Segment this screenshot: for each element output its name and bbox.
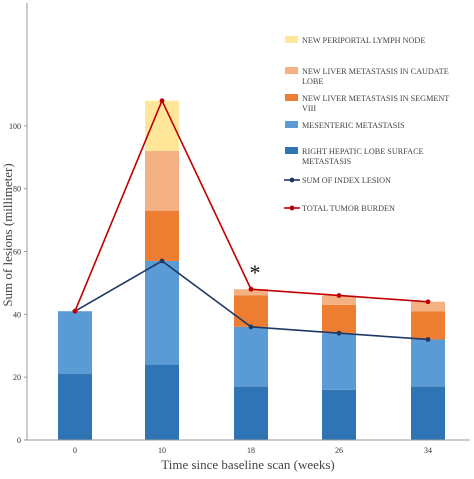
series-point (336, 293, 342, 298)
x-tick-label: 34 (424, 446, 432, 455)
legend-marker (289, 177, 295, 183)
series-point (336, 330, 342, 336)
y-axis-title: Sum of lesions (millimeter) (0, 163, 15, 306)
legend-label: MESENTERIC METASTASIS (302, 121, 405, 130)
series-point (72, 308, 78, 314)
bar-segment (145, 260, 179, 365)
bars-layer (58, 100, 445, 440)
legend-label-line: MESENTERIC METASTASIS (302, 121, 405, 130)
bar-segment (234, 386, 268, 440)
series-point (159, 258, 165, 264)
legend-label: NEW LIVER METASTASIS IN CAUDATE LOBE (302, 67, 449, 86)
axes-layer: 0 20 40 60 80 100 0 10 18 26 34 Time since baseline… (0, 3, 470, 472)
legend-swatch (285, 121, 298, 128)
legend-label: NEW PERIPORTAL LYMPH NODE (302, 36, 425, 45)
legend-label-line: METASTASIS (302, 157, 352, 166)
y-tick-label: 0 (17, 436, 21, 445)
series-point (248, 286, 254, 292)
x-tick-label: 10 (158, 446, 166, 455)
bar-segment (234, 295, 268, 327)
bar-segment (411, 311, 445, 340)
bar-segment (322, 295, 356, 305)
legend-swatch (285, 67, 298, 74)
y-tick-label: 40 (13, 310, 21, 319)
x-tick-label: 0 (73, 446, 77, 455)
x-tick-label: 26 (335, 446, 343, 455)
legend-label-line: SUM OF INDEX LESION (302, 176, 391, 185)
legend-label-line: NEW LIVER METASTASIS IN SEGMENT (302, 94, 449, 103)
x-tick-label: 18 (247, 446, 255, 455)
lines-layer (72, 98, 431, 342)
bar-segment (411, 301, 445, 312)
series-point (425, 299, 431, 305)
x-axis-title: Time since baseline scan (weeks) (161, 457, 335, 472)
series-point (425, 337, 431, 342)
legend-label: NEW LIVER METASTASIS IN SEGMENT VIII (302, 94, 449, 113)
bar-segment (145, 364, 179, 440)
bar-segment (58, 311, 92, 375)
legend-swatch (285, 94, 298, 101)
bar-segment (58, 374, 92, 440)
legend-label: RIGHT HEPATIC LOBE SURFACE METASTASIS (302, 147, 424, 166)
legend-label-line: NEW LIVER METASTASIS IN CAUDATE (302, 67, 449, 76)
bar-segment (145, 150, 179, 211)
annotation-asterisk: * (250, 260, 261, 285)
series-point (248, 324, 254, 330)
bar-segment (234, 289, 268, 296)
bar-segment (322, 304, 356, 334)
legend-marker (289, 205, 295, 211)
bar-segment (411, 339, 445, 387)
legend-label: TOTAL TUMOR BURDEN (302, 204, 395, 213)
legend-swatch (285, 36, 298, 43)
legend-label-line: VIII (302, 104, 316, 113)
legend: NEW PERIPORTAL LYMPH NODE NEW LIVER METAS… (284, 36, 449, 213)
legend-label-line: TOTAL TUMOR BURDEN (302, 204, 395, 213)
y-tick-label: 60 (13, 248, 21, 257)
bar-segment (411, 386, 445, 440)
series-point (159, 98, 165, 104)
bar-segment (234, 326, 268, 387)
y-tick-label: 100 (9, 122, 21, 131)
legend-label-line: LOBE (302, 77, 323, 86)
legend-label-line: RIGHT HEPATIC LOBE SURFACE (302, 147, 424, 156)
y-tick-label: 20 (13, 373, 21, 382)
legend-label: SUM OF INDEX LESION (302, 176, 391, 185)
bar-segment (322, 333, 356, 390)
bar-segment (322, 389, 356, 440)
bar-segment (145, 210, 179, 261)
legend-label-line: NEW PERIPORTAL LYMPH NODE (302, 36, 425, 45)
legend-swatch (285, 147, 298, 154)
y-tick-label: 80 (13, 185, 21, 194)
